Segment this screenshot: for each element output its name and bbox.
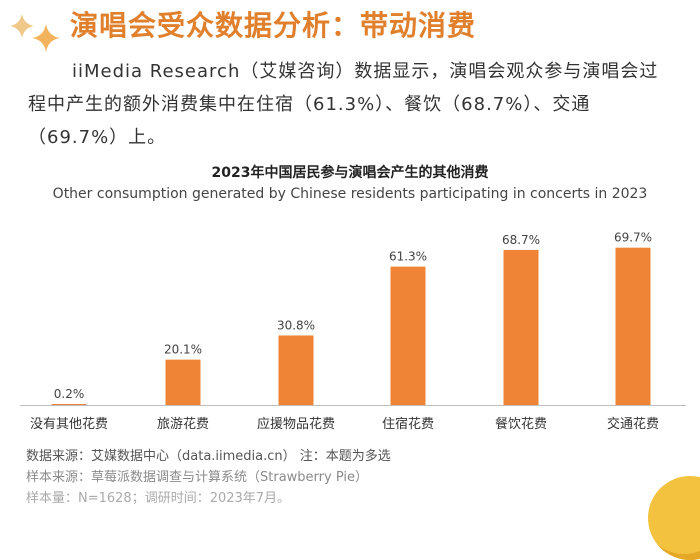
- bar-0: [51, 404, 87, 405]
- bar-value-label-4: 68.7%: [502, 233, 540, 247]
- sample-source-note: 样本来源：草莓派数据调查与计算系统（Strawberry Pie）: [26, 470, 368, 485]
- chart-subtitle: Other consumption generated by Chinese r…: [52, 186, 648, 202]
- bar-4: [503, 249, 539, 405]
- bar-value-label-3: 61.3%: [389, 250, 427, 264]
- chart-title: 2023年中国居民参与演唱会产生的其他消费: [211, 165, 489, 181]
- page-heading: 演唱会受众数据分析：带动消费: [70, 9, 477, 42]
- chart-notes: 数据来源：艾媒数据中心（data.iimedia.cn） 注：本题为多选 样本来…: [26, 446, 686, 509]
- bar-value-label-5: 69.7%: [614, 231, 652, 245]
- bar-2: [278, 335, 314, 405]
- bar-1: [165, 359, 201, 405]
- sparkle-icon: [10, 14, 60, 52]
- sparkle-small-icon: [10, 14, 34, 38]
- bar-value-label-1: 20.1%: [164, 343, 202, 357]
- category-label-2: 应援物品花费: [257, 416, 335, 432]
- bar-value-label-2: 30.8%: [277, 318, 315, 332]
- bar-value-label-0: 0.2%: [54, 387, 85, 401]
- category-label-5: 交通花费: [607, 416, 659, 432]
- bar-3: [390, 266, 426, 405]
- infographic-page: 演唱会受众数据分析：带动消费 iiMedia Research（艾媒咨询）数据显…: [10, 9, 700, 560]
- sample-size-note: 样本量：N=1628；调研时间：2023年7月。: [26, 491, 291, 506]
- bar-chart: 0.2% 没有其他花费 20.1% 旅游花费 30.8% 应援物品花费 61.3% 住宿花费 6…: [20, 231, 686, 432]
- bar-5: [615, 247, 651, 405]
- sparkle-large-icon: [32, 24, 60, 52]
- category-label-1: 旅游花费: [157, 416, 209, 432]
- category-label-0: 没有其他花费: [30, 416, 108, 432]
- intro-paragraph: iiMedia Research（艾媒咨询）数据显示，演唱会观众参与演唱会过程中…: [28, 61, 659, 148]
- data-source-note: 数据来源：艾媒数据中心（data.iimedia.cn） 注：本题为多选: [26, 449, 391, 464]
- category-label-3: 住宿花费: [382, 416, 434, 432]
- category-label-4: 餐饮花费: [495, 416, 547, 432]
